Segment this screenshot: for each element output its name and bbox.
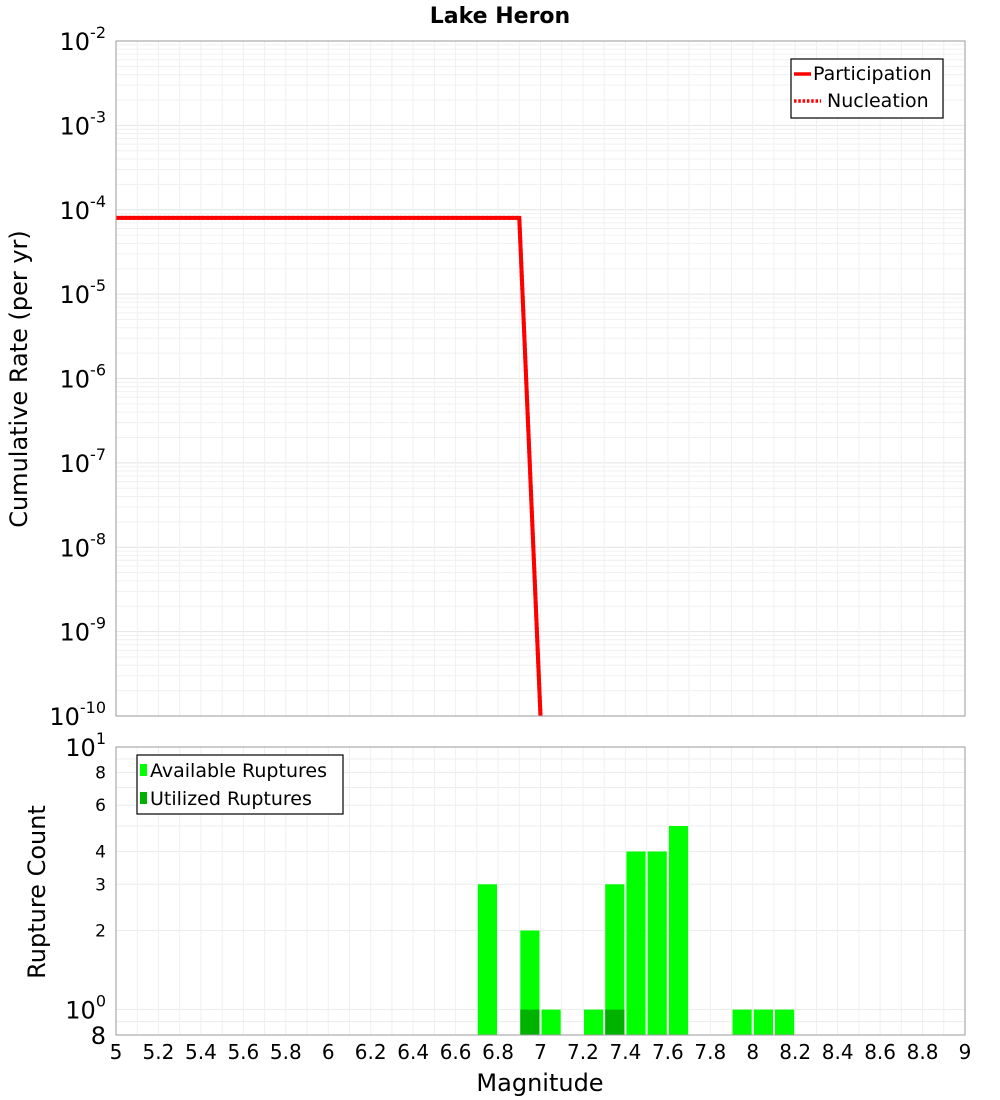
count-y-tick-label: 3 (95, 875, 106, 895)
count-y-tick-label: 2 (95, 922, 106, 942)
x-tick-label: 9 (959, 1040, 972, 1064)
rate-plot-frame (115, 40, 966, 717)
rate-y-tick-label: 10-9 (60, 614, 107, 647)
x-tick-label: 5.4 (185, 1040, 217, 1064)
available-rupture-bar (520, 930, 540, 1035)
rate-y-tick-label: 10-8 (60, 529, 107, 562)
count-y-tick-label: 8 (91, 1022, 106, 1050)
count-y-axis-label: Rupture Count (23, 805, 51, 979)
x-tick-label: 7.4 (609, 1040, 641, 1064)
rate-y-tick-label: 10-4 (60, 192, 107, 225)
chart-title: Lake Heron (430, 4, 570, 29)
nucleation-legend-label: Nucleation (827, 90, 929, 112)
x-tick-label: 5.6 (227, 1040, 259, 1064)
count-bars (477, 826, 795, 1035)
x-tick-label: 6.6 (440, 1040, 472, 1064)
x-tick-label: 7 (534, 1040, 547, 1064)
available-rupture-bar (647, 851, 667, 1035)
available-rupture-bar (584, 1009, 604, 1035)
count-legend-box (136, 754, 344, 815)
rate-series (116, 215, 543, 717)
rate-y-tick-label: 10-2 (60, 23, 107, 56)
count-y-tick-label: 6 (95, 796, 106, 816)
rate-y-tick-label: 10-5 (60, 276, 107, 309)
x-tick-label: 7.6 (652, 1040, 684, 1064)
nucleation-line (116, 215, 543, 717)
rate-legend: Participation Nucleation (790, 58, 944, 119)
participation-legend-label: Participation (813, 63, 932, 85)
rate-y-tick-label: 10-10 (49, 698, 106, 731)
x-tick-label: 6 (322, 1040, 335, 1064)
available-rupture-bar (775, 1009, 795, 1035)
rate-gridlines (115, 40, 966, 717)
available-rupture-bar (541, 1009, 561, 1035)
count-y-tick-label: 100 (65, 992, 106, 1025)
x-tick-label: 6.4 (397, 1040, 429, 1064)
x-tick-label: 8.4 (822, 1040, 854, 1064)
available-rupture-bar (605, 884, 625, 1035)
available-rupture-bar (626, 851, 646, 1035)
utilized-rupture-bar (520, 1009, 540, 1035)
x-tick-labels: 5 5.2 5.4 5.6 5.8 6 6.2 6.4 6.6 6.8 7 7.2 7.4 7.6 7.8 8… (110, 1040, 972, 1064)
x-tick-label: 6.8 (482, 1040, 514, 1064)
rate-y-tick-labels: 10-10 10-9 10-8 10-7 10-6 10-5 10-4 10-3 10-2 (49, 23, 106, 731)
rate-y-axis-label: Cumulative Rate (per yr) (5, 230, 33, 528)
x-tick-label: 6.2 (355, 1040, 387, 1064)
available-rupture-bar (668, 826, 689, 1035)
rate-y-tick-label: 10-7 (60, 445, 107, 478)
x-tick-label: 8.2 (779, 1040, 811, 1064)
available-rupture-bar (477, 884, 497, 1035)
x-tick-label: 7.8 (694, 1040, 726, 1064)
x-tick-label: 8 (746, 1040, 759, 1064)
count-legend: Available Ruptures Utilized Ruptures (136, 754, 344, 815)
available-legend-swatch (140, 764, 147, 776)
x-tick-label: 5.8 (270, 1040, 302, 1064)
available-rupture-bar (732, 1009, 752, 1035)
utilized-legend-label: Utilized Ruptures (150, 788, 312, 810)
count-y-tick-label: 4 (95, 842, 106, 862)
x-tick-label: 8.8 (907, 1040, 939, 1064)
rate-y-tick-label: 10-6 (60, 361, 107, 394)
rate-panel: 10-10 10-9 10-8 10-7 10-6 10-5 10-4 10-3 10-2 Cu… (5, 23, 966, 731)
count-y-tick-label: 101 (65, 729, 106, 762)
x-tick-label: 7.2 (567, 1040, 599, 1064)
x-tick-label: 8.6 (864, 1040, 896, 1064)
available-rupture-bar (753, 1009, 773, 1035)
rate-y-tick-label: 10-3 (60, 107, 107, 140)
count-plot-frame (115, 746, 966, 1036)
x-tick-label: 5.2 (143, 1040, 175, 1064)
utilized-legend-swatch (140, 792, 147, 804)
x-axis-label: Magnitude (476, 1069, 603, 1097)
rate-legend-box (790, 58, 944, 119)
count-y-tick-label: 8 (95, 763, 106, 783)
available-legend-label: Available Ruptures (150, 760, 327, 782)
x-tick-label: 5 (110, 1040, 123, 1064)
utilized-rupture-bar (605, 1009, 625, 1035)
